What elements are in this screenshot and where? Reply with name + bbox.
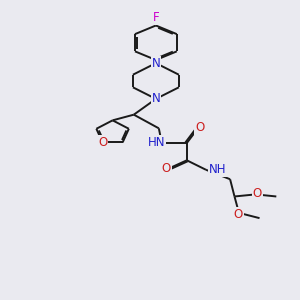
Text: O: O	[162, 162, 171, 175]
Text: HN: HN	[148, 136, 165, 148]
Text: N: N	[152, 57, 160, 70]
Text: NH: NH	[209, 163, 226, 176]
Text: O: O	[253, 187, 262, 200]
Text: O: O	[195, 121, 205, 134]
Text: N: N	[152, 92, 160, 105]
Text: O: O	[98, 136, 107, 149]
Text: O: O	[234, 208, 243, 221]
Text: F: F	[153, 11, 159, 24]
